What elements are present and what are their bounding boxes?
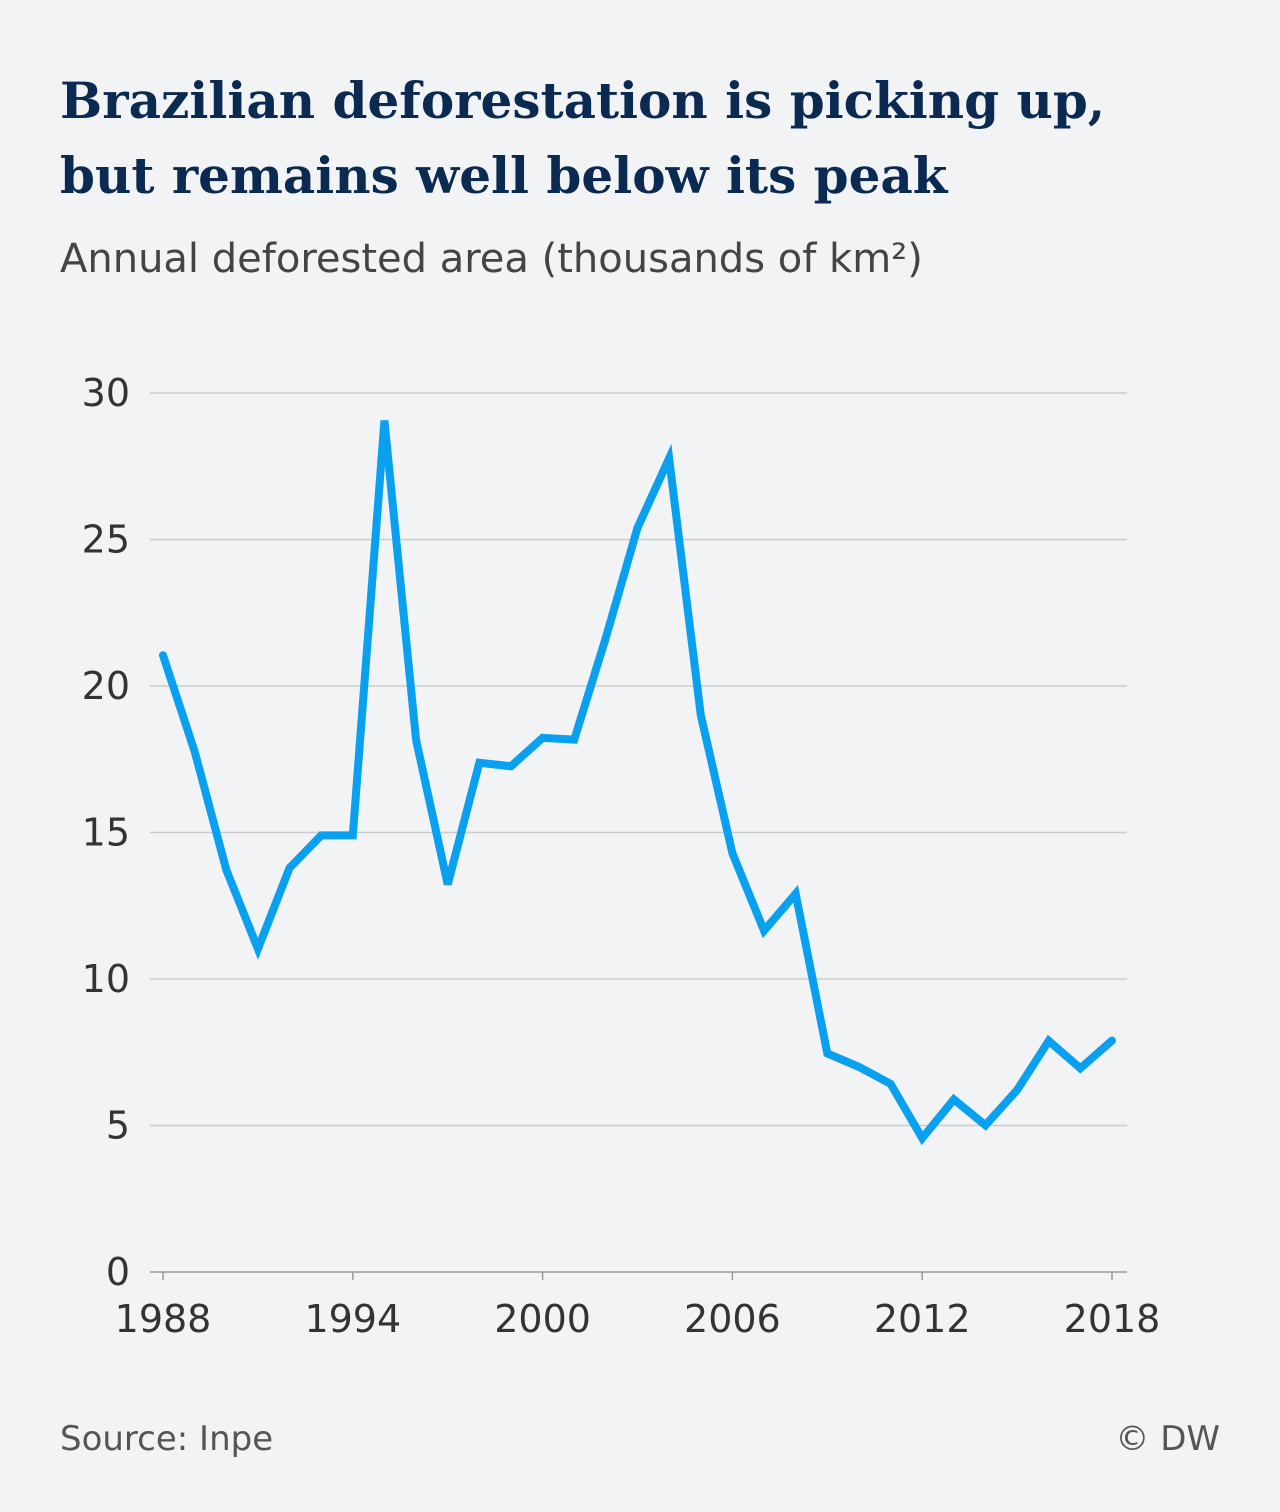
y-tick-label: 30 [82,371,130,415]
x-tick-label: 2018 [1064,1297,1161,1341]
data-line [159,420,1116,1146]
y-tick-label: 10 [82,957,130,1001]
x-tick-label: 1994 [304,1297,401,1341]
y-tick-label: 15 [82,811,130,855]
y-tick-label: 0 [106,1250,130,1294]
y-tick-label: 20 [82,664,130,708]
x-tick-label: 2000 [494,1297,591,1341]
x-tick-label: 2006 [684,1297,781,1341]
chart-title: but remains well below its peak [60,146,949,205]
y-tick-label: 25 [82,518,130,562]
source: Source: Inpe [60,1419,273,1459]
x-tick-label: 2012 [874,1297,971,1341]
x-tick-label: 1988 [115,1297,212,1341]
credit: © DW [1115,1419,1220,1459]
chart-title: Brazilian deforestation is picking up, [60,71,1105,130]
y-tick-label: 5 [106,1104,130,1148]
chart-subtitle: Annual deforested area (thousands of km²… [60,236,923,282]
